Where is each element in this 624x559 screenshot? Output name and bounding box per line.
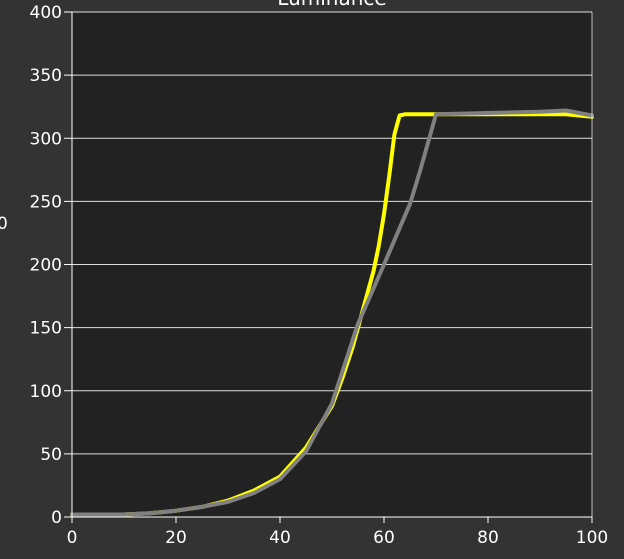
y-tick-label-0: 0	[51, 508, 62, 528]
x-tick-label-20: 20	[165, 528, 187, 548]
x-tick-label-0: 0	[67, 528, 78, 548]
y-tick-label-100: 100	[30, 382, 62, 402]
x-tick-label-80: 80	[477, 528, 499, 548]
axes	[64, 11, 593, 523]
y-tick-label-300: 300	[30, 129, 62, 149]
y-tick-label-400: 400	[30, 3, 62, 23]
y-tick-label-250: 250	[30, 192, 62, 212]
x-tick-label-60: 60	[373, 528, 395, 548]
grid-lines	[72, 11, 592, 455]
y-tick-label-150: 150	[30, 319, 62, 339]
y-tick-label-200: 200	[30, 256, 62, 276]
x-tick-label-40: 40	[269, 528, 291, 548]
series-lines	[70, 108, 594, 517]
y-tick-label-50: 50	[40, 445, 62, 465]
chart-title: Luminance	[277, 0, 386, 10]
left-edge-label: 0	[0, 214, 8, 234]
series-line-2	[70, 108, 594, 517]
y-tick-label-350: 350	[30, 66, 62, 86]
x-tick-label-100: 100	[576, 528, 608, 548]
tick-labels: 0 50 100 150 200 250 300 350 400 0 20 40 60 80 100	[30, 3, 609, 548]
